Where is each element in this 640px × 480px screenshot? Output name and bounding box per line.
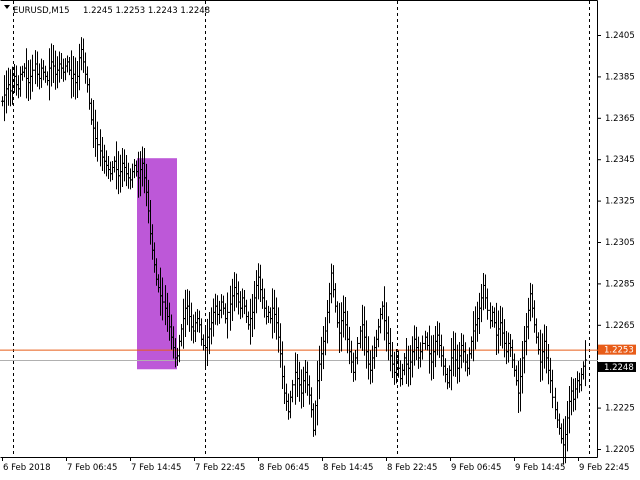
bid-price-label: 1.2248 (604, 363, 634, 373)
ask-price-tag (598, 344, 636, 355)
price-tick-label: 1.2345 (605, 155, 635, 165)
time-tick-label: 9 Feb 14:45 (515, 463, 565, 473)
price-tick-label: 1.2265 (605, 321, 635, 331)
time-tick-label: 9 Feb 22:45 (579, 463, 629, 473)
price-tick-label: 1.2285 (605, 279, 635, 289)
chevron-down-icon[interactable] (4, 5, 10, 9)
period-separators (13, 1, 590, 457)
time-tick-label: 7 Feb 06:45 (67, 463, 117, 473)
symbol-label: EURUSD,M15 (13, 6, 70, 16)
price-tick-label: 1.2365 (605, 114, 635, 124)
chart-header: EURUSD,M15 1.2245 1.2253 1.2243 1.2248 (4, 5, 210, 16)
time-tick-label: 8 Feb 14:45 (323, 463, 373, 473)
ask-price-label: 1.2253 (604, 346, 634, 356)
price-tick-label: 1.2205 (605, 445, 635, 455)
price-tick-label: 1.2385 (605, 72, 635, 82)
time-tick-label: 7 Feb 22:45 (195, 463, 245, 473)
bid-price-tag (598, 361, 636, 372)
time-axis: 6 Feb 2018 7 Feb 06:45 7 Feb 14:45 7 Feb 22… (2, 457, 629, 473)
time-tick-label: 8 Feb 06:45 (259, 463, 309, 473)
price-tick-label: 1.2225 (605, 404, 635, 414)
time-tick-label: 8 Feb 22:45 (387, 463, 437, 473)
time-tick-label: 9 Feb 06:45 (451, 463, 501, 473)
ohlc-values: 1.2245 1.2253 1.2243 1.2248 (83, 6, 210, 16)
price-tags: 1.2253 1.2248 (598, 344, 636, 373)
time-tick-label: 6 Feb 2018 (3, 463, 51, 473)
time-tick-label: 7 Feb 14:45 (131, 463, 181, 473)
price-tick-label: 1.2405 (605, 31, 635, 41)
price-tick-label: 1.2305 (605, 238, 635, 248)
ohlc-bars (1, 37, 587, 465)
price-tick-label: 1.2325 (605, 197, 635, 207)
